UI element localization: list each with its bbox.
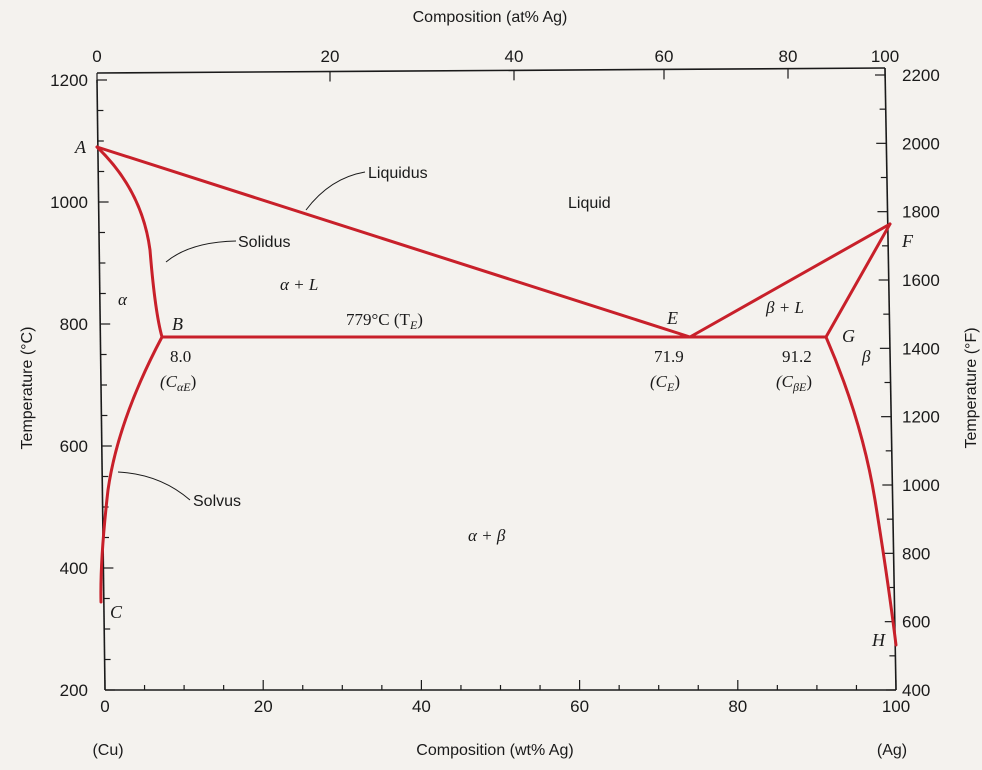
top-tick-label-40: 40 — [505, 47, 524, 66]
c-alpha-e-label: (CαE) — [160, 372, 196, 394]
left-tick-label-400: 400 — [60, 559, 88, 578]
c-e-sub: E — [666, 380, 675, 394]
bottom-tick-label-80: 80 — [728, 697, 747, 716]
c-e-open: (C — [650, 372, 668, 391]
phase-boundaries — [95, 145, 898, 647]
tick-labels: 0 20 40 60 80 1000 20 40 60 80 1002004006008001000… — [50, 47, 940, 716]
c-beta-e-label: (CβE) — [776, 372, 812, 394]
c-alpha-e-value: 8.0 — [170, 347, 191, 366]
beta-solidus-line — [824, 222, 892, 339]
region-alpha-plus-beta: α + β — [468, 526, 506, 545]
top-tick-label-80: 80 — [779, 47, 798, 66]
eutectic-annotations: 779°C (TE) 8.0 (CαE) 71.9 (CE) 91.2 (CβE… — [160, 310, 812, 394]
point-c-label: C — [110, 602, 123, 622]
point-h-label: H — [871, 630, 886, 650]
point-b-label: B — [172, 314, 183, 334]
region-liquid: Liquid — [568, 195, 611, 212]
liquidus-leader — [305, 171, 366, 211]
right-tick-label-2000: 2000 — [902, 134, 940, 153]
right-tick-label-2200: 2200 — [902, 66, 940, 85]
ag-end-label: (Ag) — [877, 742, 907, 759]
c-e-close: ) — [674, 372, 680, 391]
alpha-solvus-line — [99, 335, 164, 604]
top-axis-title: Composition (at% Ag) — [413, 9, 568, 26]
bottom-tick-label-0: 0 — [100, 697, 109, 716]
bottom-tick-label-40: 40 — [412, 697, 431, 716]
left-tick-label-200: 200 — [60, 681, 88, 700]
c-beta-e-open: (C — [776, 372, 794, 391]
point-a-label: A — [74, 137, 87, 157]
leaders — [117, 171, 366, 501]
region-alpha: α — [118, 290, 128, 309]
point-labels: A B C E F G H — [74, 137, 914, 650]
c-e-value: 71.9 — [654, 347, 684, 366]
region-labels: Liquid α + L β + L α β α + β — [118, 195, 871, 545]
left-axis-title: Temperature (°C) — [19, 327, 36, 450]
eutectic-temperature-label: 779°C (TE) — [346, 310, 423, 332]
c-e-label: (CE) — [650, 372, 680, 394]
right-tick-label-1000: 1000 — [902, 476, 940, 495]
bottom-tick-label-60: 60 — [570, 697, 589, 716]
point-e-label: E — [666, 308, 678, 328]
right-tick-label-1200: 1200 — [902, 408, 940, 427]
solidus-line — [95, 145, 164, 339]
right-tick-label-1400: 1400 — [902, 339, 940, 358]
ticks — [96, 68, 897, 691]
right-axis — [884, 67, 897, 691]
bottom-axis-title: Composition (wt% Ag) — [416, 742, 573, 759]
eutectic-temperature-sub: E — [409, 318, 418, 332]
region-alpha-plus-liquid: α + L — [280, 275, 318, 294]
point-g-label: G — [842, 326, 855, 346]
bottom-tick-label-20: 20 — [254, 697, 273, 716]
c-alpha-e-close: ) — [191, 372, 197, 391]
top-tick-label-100: 100 — [871, 47, 899, 66]
solidus-leader — [165, 240, 237, 263]
left-tick-label-600: 600 — [60, 437, 88, 456]
eutectic-temperature-text: 779°C (T — [346, 310, 411, 329]
right-axis-title: Temperature (°F) — [963, 327, 980, 448]
left-tick-label-1200: 1200 — [50, 71, 88, 90]
top-tick-label-0: 0 — [92, 47, 101, 66]
right-tick-label-1800: 1800 — [902, 203, 940, 222]
right-tick-label-800: 800 — [902, 544, 930, 563]
top-axis — [96, 67, 886, 74]
c-beta-e-close: ) — [806, 372, 812, 391]
region-beta-plus-liquid: β + L — [765, 298, 804, 317]
left-tick-label-800: 800 — [60, 315, 88, 334]
liquidus-label: Liquidus — [368, 165, 428, 182]
top-tick-label-20: 20 — [321, 47, 340, 66]
c-alpha-e-open: (C — [160, 372, 178, 391]
right-tick-label-1600: 1600 — [902, 271, 940, 290]
region-beta: β — [861, 347, 871, 366]
curve-name-labels: Liquidus Solidus Solvus — [193, 165, 428, 510]
right-tick-label-400: 400 — [902, 681, 930, 700]
cu-end-label: (Cu) — [92, 742, 123, 759]
solvus-label: Solvus — [193, 493, 241, 510]
top-tick-label-60: 60 — [655, 47, 674, 66]
c-beta-e-sub: βE — [792, 380, 807, 394]
point-f-label: F — [901, 231, 914, 251]
solvus-leader — [117, 471, 191, 501]
c-alpha-e-sub: αE — [177, 380, 191, 394]
bottom-tick-label-100: 100 — [882, 697, 910, 716]
beta-solvus-line — [824, 335, 898, 647]
c-beta-e-value: 91.2 — [782, 347, 812, 366]
solidus-label: Solidus — [238, 234, 290, 251]
left-tick-label-1000: 1000 — [50, 193, 88, 212]
eutectic-temperature-close: ) — [417, 310, 423, 329]
right-tick-label-600: 600 — [902, 613, 930, 632]
